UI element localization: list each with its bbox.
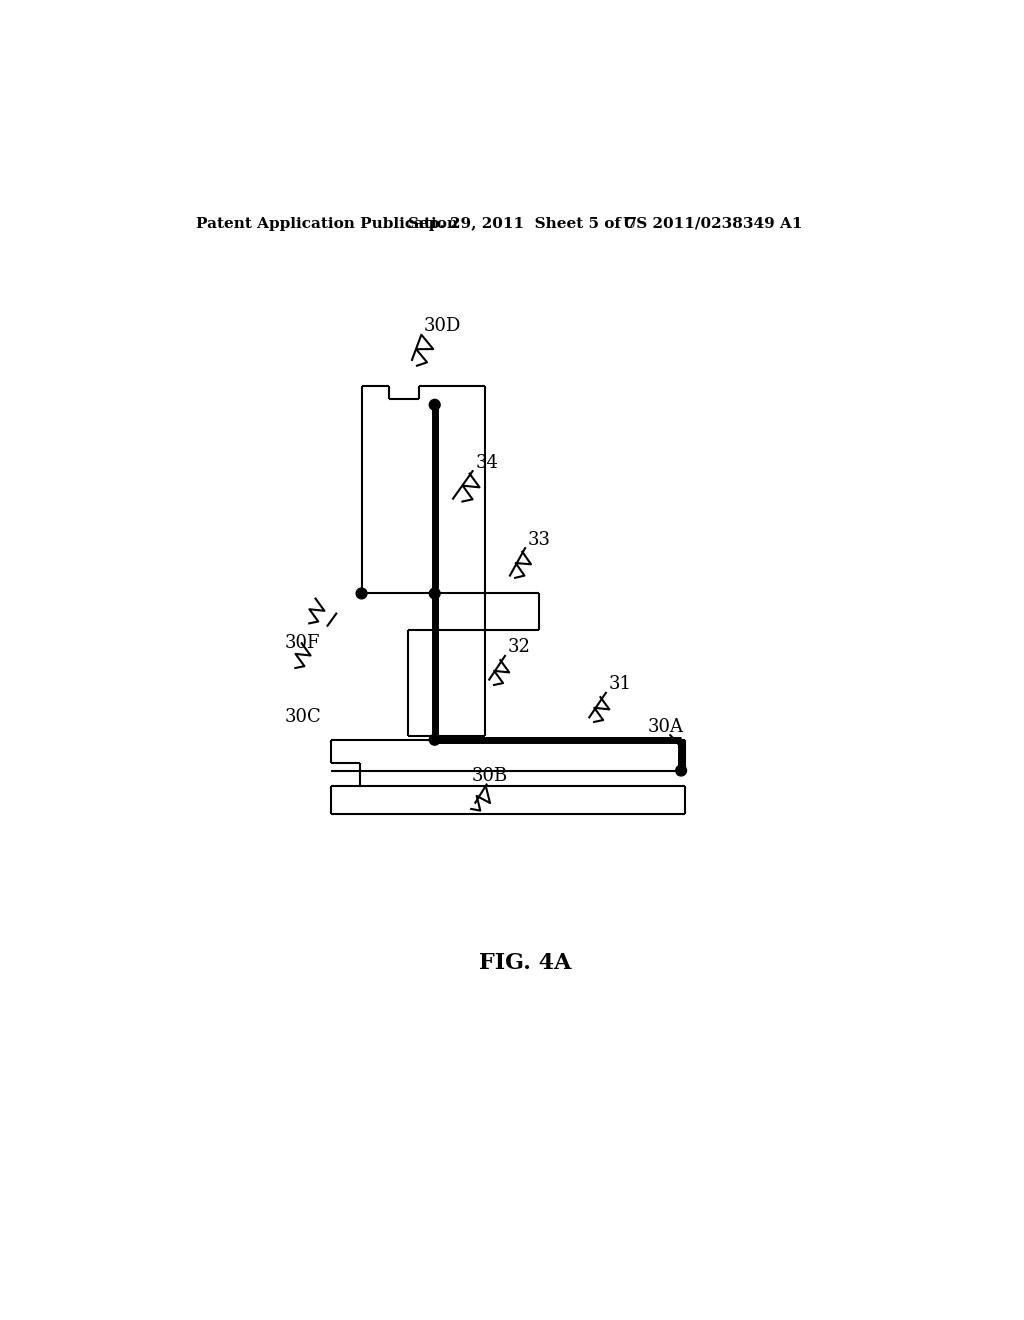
Circle shape [429, 734, 440, 744]
Text: 30C: 30C [285, 708, 322, 726]
Text: 32: 32 [508, 639, 530, 656]
Text: Patent Application Publication: Patent Application Publication [196, 216, 458, 231]
Text: 30F: 30F [285, 635, 321, 652]
Text: 30A: 30A [648, 718, 684, 735]
Text: 34: 34 [475, 454, 499, 471]
Circle shape [676, 766, 686, 776]
Text: 33: 33 [528, 531, 551, 549]
Text: 30B: 30B [471, 767, 508, 785]
Text: Sep. 29, 2011  Sheet 5 of 7: Sep. 29, 2011 Sheet 5 of 7 [408, 216, 637, 231]
Circle shape [429, 589, 440, 599]
Circle shape [429, 400, 440, 411]
Text: 31: 31 [608, 676, 632, 693]
Text: FIG. 4A: FIG. 4A [478, 952, 571, 974]
Circle shape [356, 589, 367, 599]
Text: US 2011/0238349 A1: US 2011/0238349 A1 [624, 216, 803, 231]
Text: 30D: 30D [424, 317, 461, 335]
